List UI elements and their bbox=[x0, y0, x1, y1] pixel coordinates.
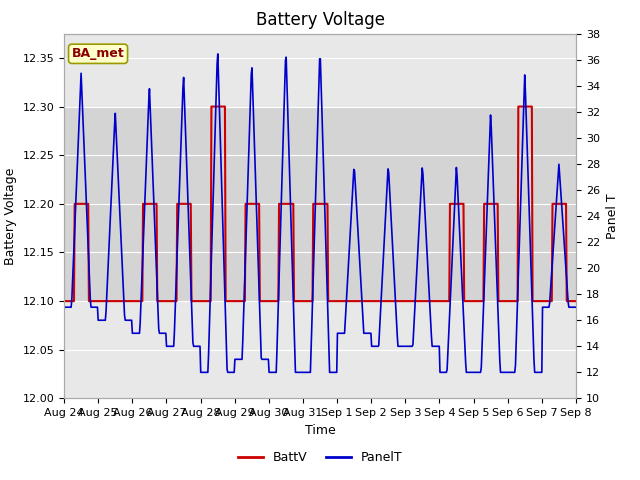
X-axis label: Time: Time bbox=[305, 424, 335, 437]
Title: Battery Voltage: Battery Voltage bbox=[255, 11, 385, 29]
Legend: BattV, PanelT: BattV, PanelT bbox=[232, 446, 408, 469]
Text: BA_met: BA_met bbox=[72, 48, 124, 60]
Y-axis label: Battery Voltage: Battery Voltage bbox=[4, 168, 17, 264]
Y-axis label: Panel T: Panel T bbox=[605, 193, 618, 239]
Bar bbox=[64, 107, 576, 301]
